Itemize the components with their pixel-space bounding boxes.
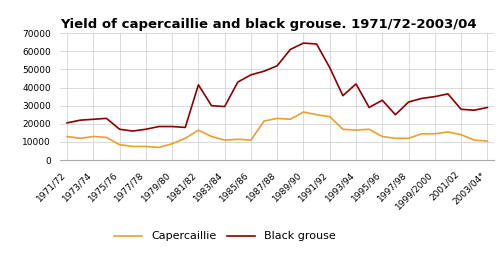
Black grouse [274, 64, 280, 67]
Black grouse [143, 128, 149, 131]
Capercaillie [353, 129, 359, 132]
Black grouse [353, 82, 359, 86]
Black grouse [406, 100, 412, 104]
Black grouse [90, 118, 96, 121]
Capercaillie [248, 139, 254, 142]
Black grouse [261, 70, 267, 73]
Capercaillie [196, 129, 202, 132]
Capercaillie [379, 135, 385, 138]
Black grouse [300, 41, 306, 45]
Capercaillie [393, 137, 399, 140]
Capercaillie [313, 113, 320, 116]
Capercaillie [103, 136, 109, 139]
Black grouse [327, 66, 333, 69]
Black grouse [248, 73, 254, 76]
Capercaillie [235, 137, 241, 141]
Black grouse [432, 95, 438, 98]
Black grouse [103, 117, 109, 120]
Capercaillie [261, 120, 267, 123]
Black grouse [393, 113, 399, 116]
Black grouse [169, 125, 175, 128]
Line: Capercaillie: Capercaillie [67, 112, 487, 147]
Capercaillie [340, 128, 346, 131]
Black grouse [419, 97, 425, 100]
Capercaillie [471, 139, 477, 142]
Capercaillie [182, 137, 188, 140]
Black grouse [209, 104, 215, 107]
Capercaillie [130, 145, 136, 148]
Black grouse [458, 108, 464, 111]
Capercaillie [432, 132, 438, 136]
Black grouse [471, 108, 477, 112]
Text: Yield of capercaillie and black grouse. 1971/72-2003/04: Yield of capercaillie and black grouse. … [60, 18, 477, 31]
Black grouse [313, 42, 320, 46]
Black grouse [235, 80, 241, 84]
Capercaillie [77, 137, 83, 140]
Black grouse [379, 99, 385, 102]
Capercaillie [419, 132, 425, 136]
Capercaillie [484, 139, 490, 143]
Black grouse [340, 94, 346, 97]
Capercaillie [169, 142, 175, 145]
Capercaillie [64, 135, 70, 138]
Capercaillie [156, 146, 162, 149]
Black grouse [287, 48, 293, 51]
Capercaillie [143, 145, 149, 148]
Black grouse [222, 105, 228, 108]
Black grouse [64, 121, 70, 124]
Black grouse [484, 106, 490, 109]
Capercaillie [90, 135, 96, 138]
Black grouse [196, 83, 202, 86]
Capercaillie [274, 117, 280, 120]
Black grouse [77, 118, 83, 122]
Capercaillie [222, 139, 228, 142]
Capercaillie [327, 115, 333, 118]
Black grouse [445, 92, 451, 95]
Capercaillie [116, 143, 122, 146]
Capercaillie [209, 135, 215, 138]
Black grouse [116, 128, 122, 131]
Black grouse [130, 129, 136, 133]
Capercaillie [300, 110, 306, 114]
Black grouse [182, 126, 188, 129]
Capercaillie [287, 118, 293, 121]
Capercaillie [406, 137, 412, 140]
Black grouse [156, 125, 162, 128]
Line: Black grouse: Black grouse [67, 43, 487, 131]
Legend: Capercaillie, Black grouse: Capercaillie, Black grouse [110, 227, 340, 246]
Capercaillie [458, 133, 464, 136]
Capercaillie [366, 128, 372, 131]
Black grouse [366, 106, 372, 109]
Capercaillie [445, 130, 451, 134]
